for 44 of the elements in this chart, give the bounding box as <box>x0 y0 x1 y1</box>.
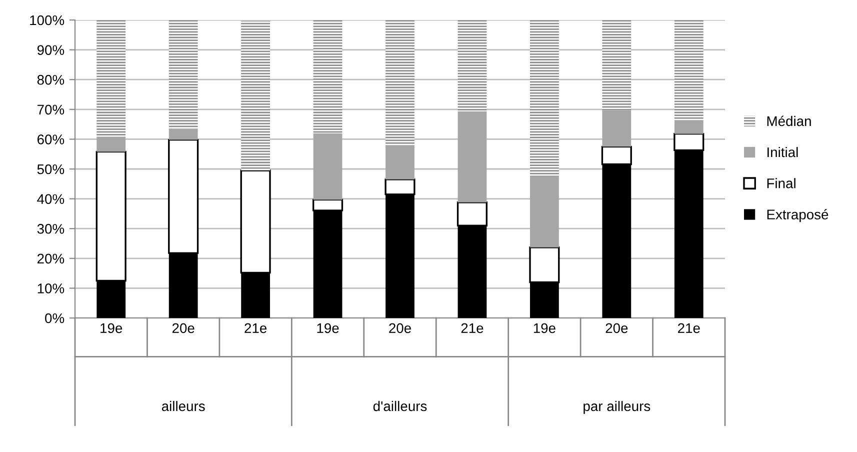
bar <box>530 176 559 248</box>
x-tick-label: 19e <box>534 323 556 334</box>
y-tick-label: 70% <box>38 104 64 115</box>
bar <box>530 20 559 177</box>
legend-label: Initial <box>768 146 798 158</box>
y-tick-label: 50% <box>37 164 64 174</box>
bar <box>241 20 270 170</box>
bar <box>96 137 126 152</box>
text: par ailleurs <box>584 400 650 414</box>
text: ailleurs <box>162 400 205 412</box>
bar <box>674 120 704 134</box>
bar <box>168 128 198 140</box>
y-tick-label: 60% <box>37 134 64 144</box>
bar <box>96 20 126 138</box>
x-tick-label: 21e <box>244 323 267 334</box>
bar <box>313 133 342 200</box>
y-tick-label: 10% <box>38 284 64 294</box>
x-tick-label: 20e <box>389 323 411 334</box>
legend-label: Extraposé <box>767 209 828 222</box>
y-tick-label: 20% <box>37 254 64 264</box>
y-tick-label: 40% <box>37 194 64 204</box>
bar <box>313 20 342 134</box>
y-tick-label: 80% <box>37 74 64 85</box>
x-tick-label: 20e <box>606 323 628 334</box>
y-tick-label: 0% <box>45 313 64 324</box>
bar <box>458 111 487 202</box>
y-tick-label: 90% <box>37 45 64 55</box>
legend-label: Final <box>767 178 796 188</box>
y-tick-label: 30% <box>37 224 64 234</box>
bar <box>602 20 632 110</box>
legend-label: Médian <box>767 116 811 126</box>
x-tick-label: 21e <box>678 323 700 334</box>
bar <box>674 20 704 120</box>
bar <box>386 20 414 146</box>
bar <box>168 20 198 129</box>
x-tick-label: 20e <box>172 323 194 334</box>
x-tick-label: 21e <box>461 323 484 334</box>
bar <box>458 20 487 112</box>
y-tick-label: 100% <box>30 15 64 26</box>
x-tick-label: 19e <box>317 323 339 334</box>
text: d'ailleurs <box>373 400 427 412</box>
bar <box>602 110 632 147</box>
bar <box>386 145 414 180</box>
x-tick-label: 19e <box>100 323 122 334</box>
